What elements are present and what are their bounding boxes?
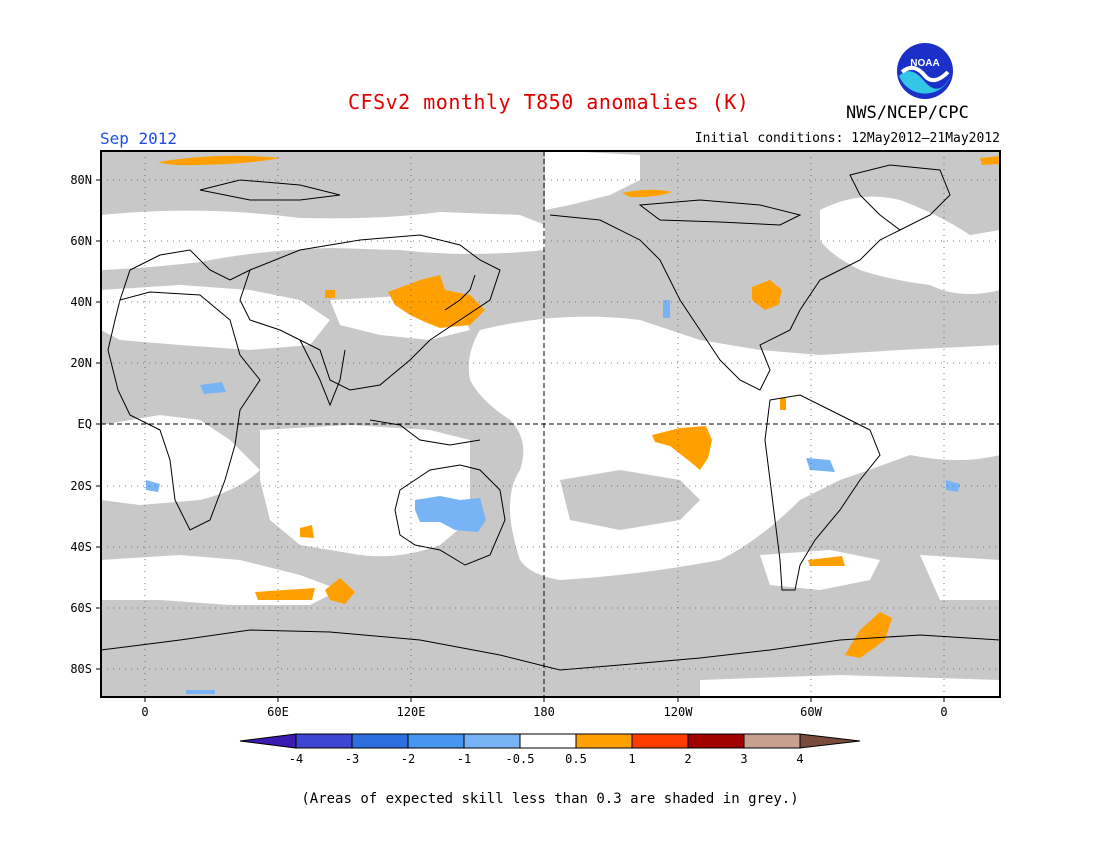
colorbar-tick: 3 [740, 752, 748, 766]
lat-label-80n: 80N [70, 173, 92, 187]
lat-label-60n: 60N [70, 234, 92, 248]
lon-label-60w: 60W [800, 705, 822, 719]
lon-label-0: 0 [141, 705, 149, 719]
lat-label-60s: 60S [70, 601, 92, 615]
colorbar-tick: 0.5 [565, 752, 587, 766]
lon-label-120e: 120E [396, 705, 426, 719]
colorbar-tick: 2 [684, 752, 692, 766]
lon-label-60e: 60E [267, 705, 289, 719]
positive-anomalies [158, 155, 1000, 658]
map-title: CFSv2 monthly T850 anomalies (K) [348, 90, 750, 114]
negative-anomalies [146, 300, 960, 694]
lat-label-20s: 20S [70, 479, 92, 493]
colorbar-tick: -2 [400, 752, 416, 766]
colorbar-tick: -1 [456, 752, 472, 766]
axis-ticks [96, 179, 945, 702]
skill-footnote: (Areas of expected skill less than 0.3 a… [301, 791, 799, 807]
colorbar-tick: 4 [796, 752, 804, 766]
colorbar-tick: -0.5 [505, 752, 535, 766]
noaa-logo-icon: NOAA [897, 43, 953, 99]
agency-label: NWS/NCEP/CPC [846, 103, 969, 123]
lat-label-40s: 40S [70, 540, 92, 554]
colorbar-tick: 1 [628, 752, 636, 766]
coastlines [101, 164, 1000, 671]
lat-label-20n: 20N [70, 356, 92, 370]
logo-text: NOAA [910, 58, 939, 69]
colorbar-tick: -4 [288, 752, 304, 766]
colorbar-tick: -3 [344, 752, 360, 766]
lon-label-180: 180 [533, 705, 555, 719]
graticule [101, 151, 1000, 697]
initial-conditions: Initial conditions: 12May2012–21May2012 [694, 131, 1000, 146]
lat-label-40n: 40N [70, 295, 92, 309]
forecast-month: Sep 2012 [100, 129, 178, 148]
lon-label-120w: 120W [663, 705, 693, 719]
lon-label-0-east: 0 [940, 705, 948, 719]
lat-label-eq: EQ [77, 417, 92, 431]
lat-label-80s: 80S [70, 662, 92, 676]
skill-regions [101, 151, 1000, 697]
reference-lines [101, 151, 1000, 697]
